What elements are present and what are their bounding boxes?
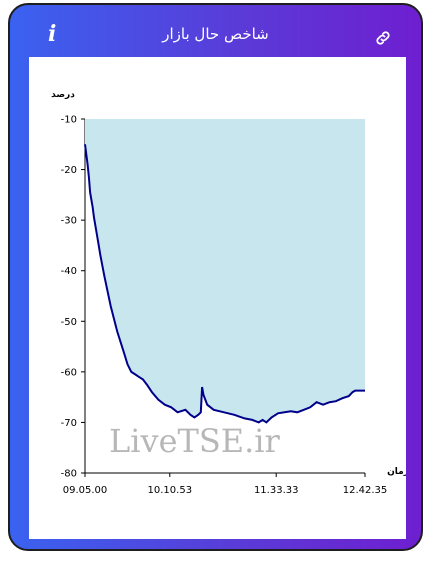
card-header: i شاخص حال بازار: [10, 5, 421, 57]
market-index-card: i شاخص حال بازار LiveTSE.ir درصد زمان -1…: [8, 3, 423, 551]
y-axis-label: درصد: [51, 90, 75, 100]
y-tick-labels: -10 -20 -30 -40 -50 -60 -70 -80: [61, 115, 85, 480]
x-axis-label: زمان: [387, 467, 406, 477]
info-icon[interactable]: i: [48, 21, 57, 47]
x-tick-label: 11.33.33: [254, 485, 299, 496]
y-tick-label: -50: [61, 317, 77, 328]
page-title: شاخص حال بازار: [162, 25, 269, 43]
y-tick-label: -60: [61, 367, 77, 378]
y-tick-label: -10: [61, 115, 77, 126]
x-tick-labels: 09.05.00 10.10.53 11.33.33 12.42.35: [63, 473, 388, 496]
series-line: [84, 144, 365, 424]
area-fill: [85, 119, 365, 423]
y-tick-label: -40: [61, 266, 77, 277]
y-tick-label: -70: [61, 418, 77, 429]
link-icon[interactable]: [374, 29, 392, 47]
watermark-text: LiveTSE.ir: [109, 422, 281, 460]
x-tick-label: 10.10.53: [148, 485, 193, 496]
chart-panel: LiveTSE.ir درصد زمان -10-20-30-40-50-60-…: [29, 57, 406, 539]
chart-axes: [84, 119, 365, 474]
y-tick-label: -80: [61, 469, 77, 480]
y-tick-label: -20: [61, 165, 77, 176]
market-index-chart: LiveTSE.ir درصد زمان -10-20-30-40-50-60-…: [51, 90, 406, 496]
x-tick-label: 09.05.00: [63, 485, 108, 496]
y-tick-label: -30: [61, 216, 77, 227]
x-tick-label: 12.42.35: [343, 485, 388, 496]
